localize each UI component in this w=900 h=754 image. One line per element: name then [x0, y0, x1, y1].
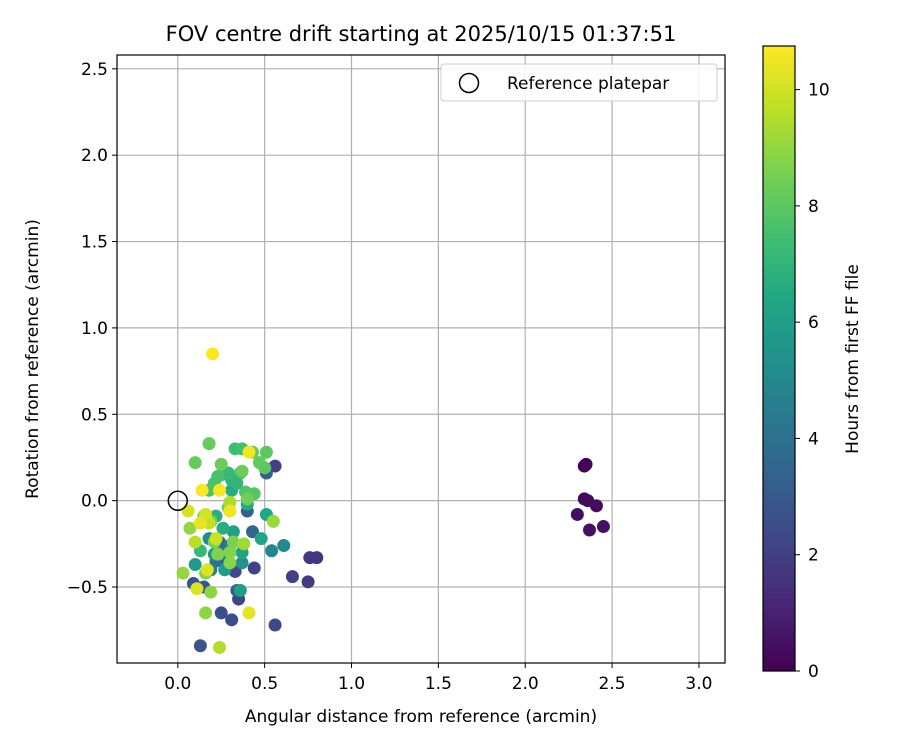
y-tick-label: 2.5 [81, 60, 108, 80]
data-point [204, 585, 218, 599]
data-point [242, 445, 256, 459]
data-point [596, 520, 610, 534]
data-point [181, 504, 195, 518]
y-tick-label: 0.5 [81, 405, 108, 425]
y-tick-label: 1.0 [81, 319, 108, 339]
data-points [176, 347, 610, 654]
data-point [242, 606, 256, 620]
plot-frame [116, 54, 726, 664]
data-point [223, 504, 237, 518]
data-point [252, 456, 266, 470]
colorbar-tick-label: 6 [808, 313, 819, 333]
data-point [212, 640, 226, 654]
data-point [206, 347, 220, 361]
y-axis-label: Rotation from reference (arcmin) [23, 219, 43, 499]
data-point [303, 551, 317, 565]
data-point [226, 535, 240, 549]
data-point [266, 514, 280, 528]
colorbar-tick-label: 4 [808, 429, 819, 449]
legend-box [440, 63, 718, 102]
data-point [230, 476, 244, 490]
data-point [247, 561, 261, 575]
data-point [190, 582, 204, 596]
data-point [214, 457, 228, 471]
data-point [188, 456, 202, 470]
data-point [579, 457, 593, 471]
data-point [589, 499, 603, 513]
data-point [570, 507, 584, 521]
x-tick-label: 0.5 [251, 674, 278, 694]
colorbar-tick-label: 2 [808, 546, 819, 566]
colorbar-tick-label: 10 [808, 81, 830, 101]
colorbar-label: Hours from first FF file [843, 264, 863, 454]
data-point [301, 575, 315, 589]
x-axis-ticks: 0.0 0.5 1.0 1.5 2.0 2.5 3.0 [164, 663, 712, 694]
data-point [209, 532, 223, 546]
data-point [235, 464, 249, 478]
x-tick-label: 2.0 [512, 674, 539, 694]
y-tick-label: 0.0 [81, 492, 108, 512]
legend-marker [458, 72, 480, 94]
data-point [583, 523, 597, 537]
data-point [188, 558, 202, 572]
data-point [265, 544, 279, 558]
x-axis-label: Angular distance from reference (arcmin) [245, 707, 597, 727]
colorbar-tick-label: 8 [808, 197, 819, 217]
data-point [188, 535, 202, 549]
y-tick-label: −0.5 [67, 578, 108, 598]
data-point [193, 639, 207, 653]
data-point [245, 525, 259, 539]
data-point [202, 437, 216, 451]
colorbar-tick-label: 0 [808, 662, 819, 682]
legend: Reference platepar [440, 63, 718, 102]
x-tick-label: 1.5 [425, 674, 452, 694]
data-point [237, 537, 251, 551]
data-point [212, 483, 226, 497]
data-point [268, 618, 282, 632]
data-point [225, 613, 239, 627]
y-tick-label: 2.0 [81, 146, 108, 166]
data-point [199, 606, 213, 620]
data-point [193, 516, 207, 530]
data-point [277, 539, 291, 553]
data-point [223, 545, 237, 559]
data-point [259, 445, 273, 459]
data-point [200, 563, 214, 577]
data-point [233, 583, 247, 597]
data-point [223, 556, 237, 570]
data-point [195, 483, 209, 497]
data-point [214, 606, 228, 620]
chart-title: FOV centre drift starting at 2025/10/15 … [166, 22, 677, 46]
colorbar-ticks: 0 2 4 6 8 10 [795, 81, 830, 682]
data-point [268, 459, 282, 473]
data-point [183, 521, 197, 535]
data-point [226, 525, 240, 539]
x-tick-label: 1.0 [338, 674, 365, 694]
legend-label: Reference platepar [507, 74, 669, 94]
colorbar: 0 2 4 6 8 10 Hours from first FF file [762, 45, 863, 682]
data-point [216, 521, 230, 535]
y-axis-ticks: −0.5 0.0 0.5 1.0 1.5 2.0 2.5 [67, 60, 117, 598]
reference-point [167, 490, 189, 512]
x-tick-label: 2.5 [599, 674, 626, 694]
data-point [221, 466, 235, 480]
data-point [254, 532, 268, 546]
x-tick-label: 3.0 [685, 674, 712, 694]
data-point [176, 566, 190, 580]
data-point [240, 492, 254, 506]
x-tick-label: 0.0 [164, 674, 191, 694]
y-tick-label: 1.5 [81, 233, 108, 253]
data-point [235, 556, 249, 570]
colorbar-gradient [762, 45, 796, 672]
data-point [285, 570, 299, 584]
data-point [211, 547, 225, 561]
